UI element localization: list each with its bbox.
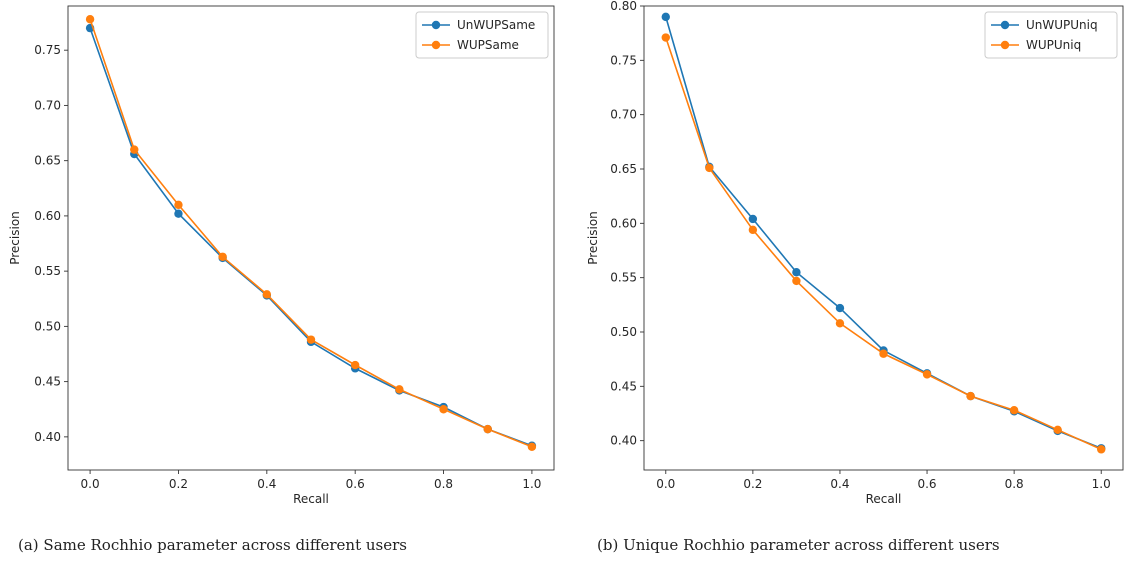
data-point-series-2 bbox=[130, 145, 139, 154]
data-point-series-2 bbox=[395, 385, 404, 394]
data-point-series-1 bbox=[748, 214, 758, 224]
data-point-series-2 bbox=[174, 200, 183, 210]
data-point-series-2 bbox=[748, 225, 758, 235]
y-tick-label: 0.55 bbox=[610, 271, 637, 285]
x-tick-label: 0.0 bbox=[81, 477, 100, 491]
y-tick-label: 0.60 bbox=[610, 216, 637, 230]
legend-marker-2 bbox=[431, 40, 441, 50]
y-tick-label: 0.80 bbox=[610, 0, 637, 13]
x-tick-label: 1.0 bbox=[1092, 477, 1111, 491]
legend-label-1: UnWUPSame bbox=[457, 18, 535, 32]
series-line-2 bbox=[89, 19, 533, 448]
x-tick-label: 0.4 bbox=[830, 477, 849, 491]
data-point-series-2 bbox=[1097, 445, 1106, 454]
y-tick-label: 0.55 bbox=[34, 264, 61, 278]
legend-label-2: WUPUniq bbox=[1026, 38, 1081, 52]
data-point-series-2 bbox=[527, 442, 537, 451]
caption-b: (b) Unique Rochhio parameter across diff… bbox=[597, 536, 1000, 554]
data-point-series-2 bbox=[966, 391, 975, 401]
data-point-series-2 bbox=[306, 335, 316, 344]
y-tick-label: 0.50 bbox=[610, 325, 637, 339]
data-point-series-2 bbox=[483, 424, 492, 434]
data-point-series-1 bbox=[174, 209, 183, 218]
series-line-2 bbox=[665, 37, 1102, 451]
y-tick-label: 0.50 bbox=[34, 319, 61, 333]
data-point-series-1 bbox=[792, 268, 801, 277]
data-point-series-2 bbox=[218, 252, 227, 261]
x-tick-label: 0.8 bbox=[1005, 477, 1024, 491]
data-point-series-2 bbox=[879, 349, 888, 358]
chart-b: 0.0 0.2 0.4 0.6 0.8 1.0 0.40 0.45 0.50 0.55 0.60 0.… bbox=[586, 0, 1124, 506]
y-tick-label: 0.70 bbox=[34, 98, 61, 112]
y-tick-label: 0.65 bbox=[610, 162, 637, 176]
data-point-series-2 bbox=[85, 15, 95, 24]
y-tick-label: 0.40 bbox=[34, 430, 61, 444]
x-tick-label: 1.0 bbox=[522, 477, 541, 491]
data-point-series-2 bbox=[262, 290, 272, 299]
data-point-series-2 bbox=[922, 370, 932, 379]
y-axis-label: Precision bbox=[586, 211, 600, 265]
caption-a: (a) Same Rochhio parameter across differ… bbox=[18, 536, 407, 554]
series-line-1 bbox=[89, 27, 533, 447]
y-tick-label: 0.75 bbox=[34, 43, 61, 57]
legend-marker-1 bbox=[431, 20, 441, 30]
plot-frame bbox=[67, 5, 555, 471]
x-axis-label: Recall bbox=[866, 492, 902, 506]
x-tick-label: 0.8 bbox=[434, 477, 453, 491]
legend-marker-1 bbox=[1000, 20, 1010, 30]
data-point-series-2 bbox=[350, 360, 360, 370]
legend-box bbox=[415, 11, 549, 59]
y-tick-label: 0.40 bbox=[610, 434, 637, 448]
data-point-series-2 bbox=[661, 33, 670, 42]
y-tick-label: 0.70 bbox=[610, 108, 637, 122]
data-point-series-2 bbox=[792, 276, 801, 286]
y-tick-label: 0.45 bbox=[610, 379, 637, 393]
y-tick-label: 0.45 bbox=[34, 375, 61, 389]
x-tick-label: 0.2 bbox=[743, 477, 762, 491]
legend-marker-2 bbox=[1000, 40, 1010, 50]
y-tick-label: 0.75 bbox=[610, 53, 637, 67]
data-point-series-2 bbox=[1009, 406, 1019, 415]
x-tick-label: 0.6 bbox=[346, 477, 365, 491]
legend-label-2: WUPSame bbox=[457, 38, 519, 52]
data-point-series-1 bbox=[661, 12, 670, 22]
data-point-series-2 bbox=[705, 163, 714, 173]
series-line-1 bbox=[665, 16, 1102, 450]
x-tick-label: 0.6 bbox=[917, 477, 936, 491]
chart-a: 0.0 0.2 0.4 0.6 0.8 1.0 0.40 0.45 0.50 0.55 0.60 0.… bbox=[8, 5, 555, 506]
data-point-series-2 bbox=[1053, 425, 1062, 434]
legend-label-1: UnWUPUniq bbox=[1026, 18, 1098, 32]
data-point-series-2 bbox=[835, 319, 845, 328]
x-tick-label: 0.2 bbox=[169, 477, 188, 491]
plot-frame bbox=[643, 5, 1124, 471]
y-axis-label: Precision bbox=[8, 211, 22, 265]
data-point-series-1 bbox=[835, 303, 845, 313]
y-tick-label: 0.60 bbox=[34, 209, 61, 223]
legend-box bbox=[984, 11, 1118, 59]
x-tick-label: 0.4 bbox=[257, 477, 276, 491]
x-tick-label: 0.0 bbox=[656, 477, 675, 491]
data-point-series-2 bbox=[439, 405, 448, 414]
y-tick-label: 0.65 bbox=[34, 154, 61, 168]
x-axis-label: Recall bbox=[293, 492, 329, 506]
